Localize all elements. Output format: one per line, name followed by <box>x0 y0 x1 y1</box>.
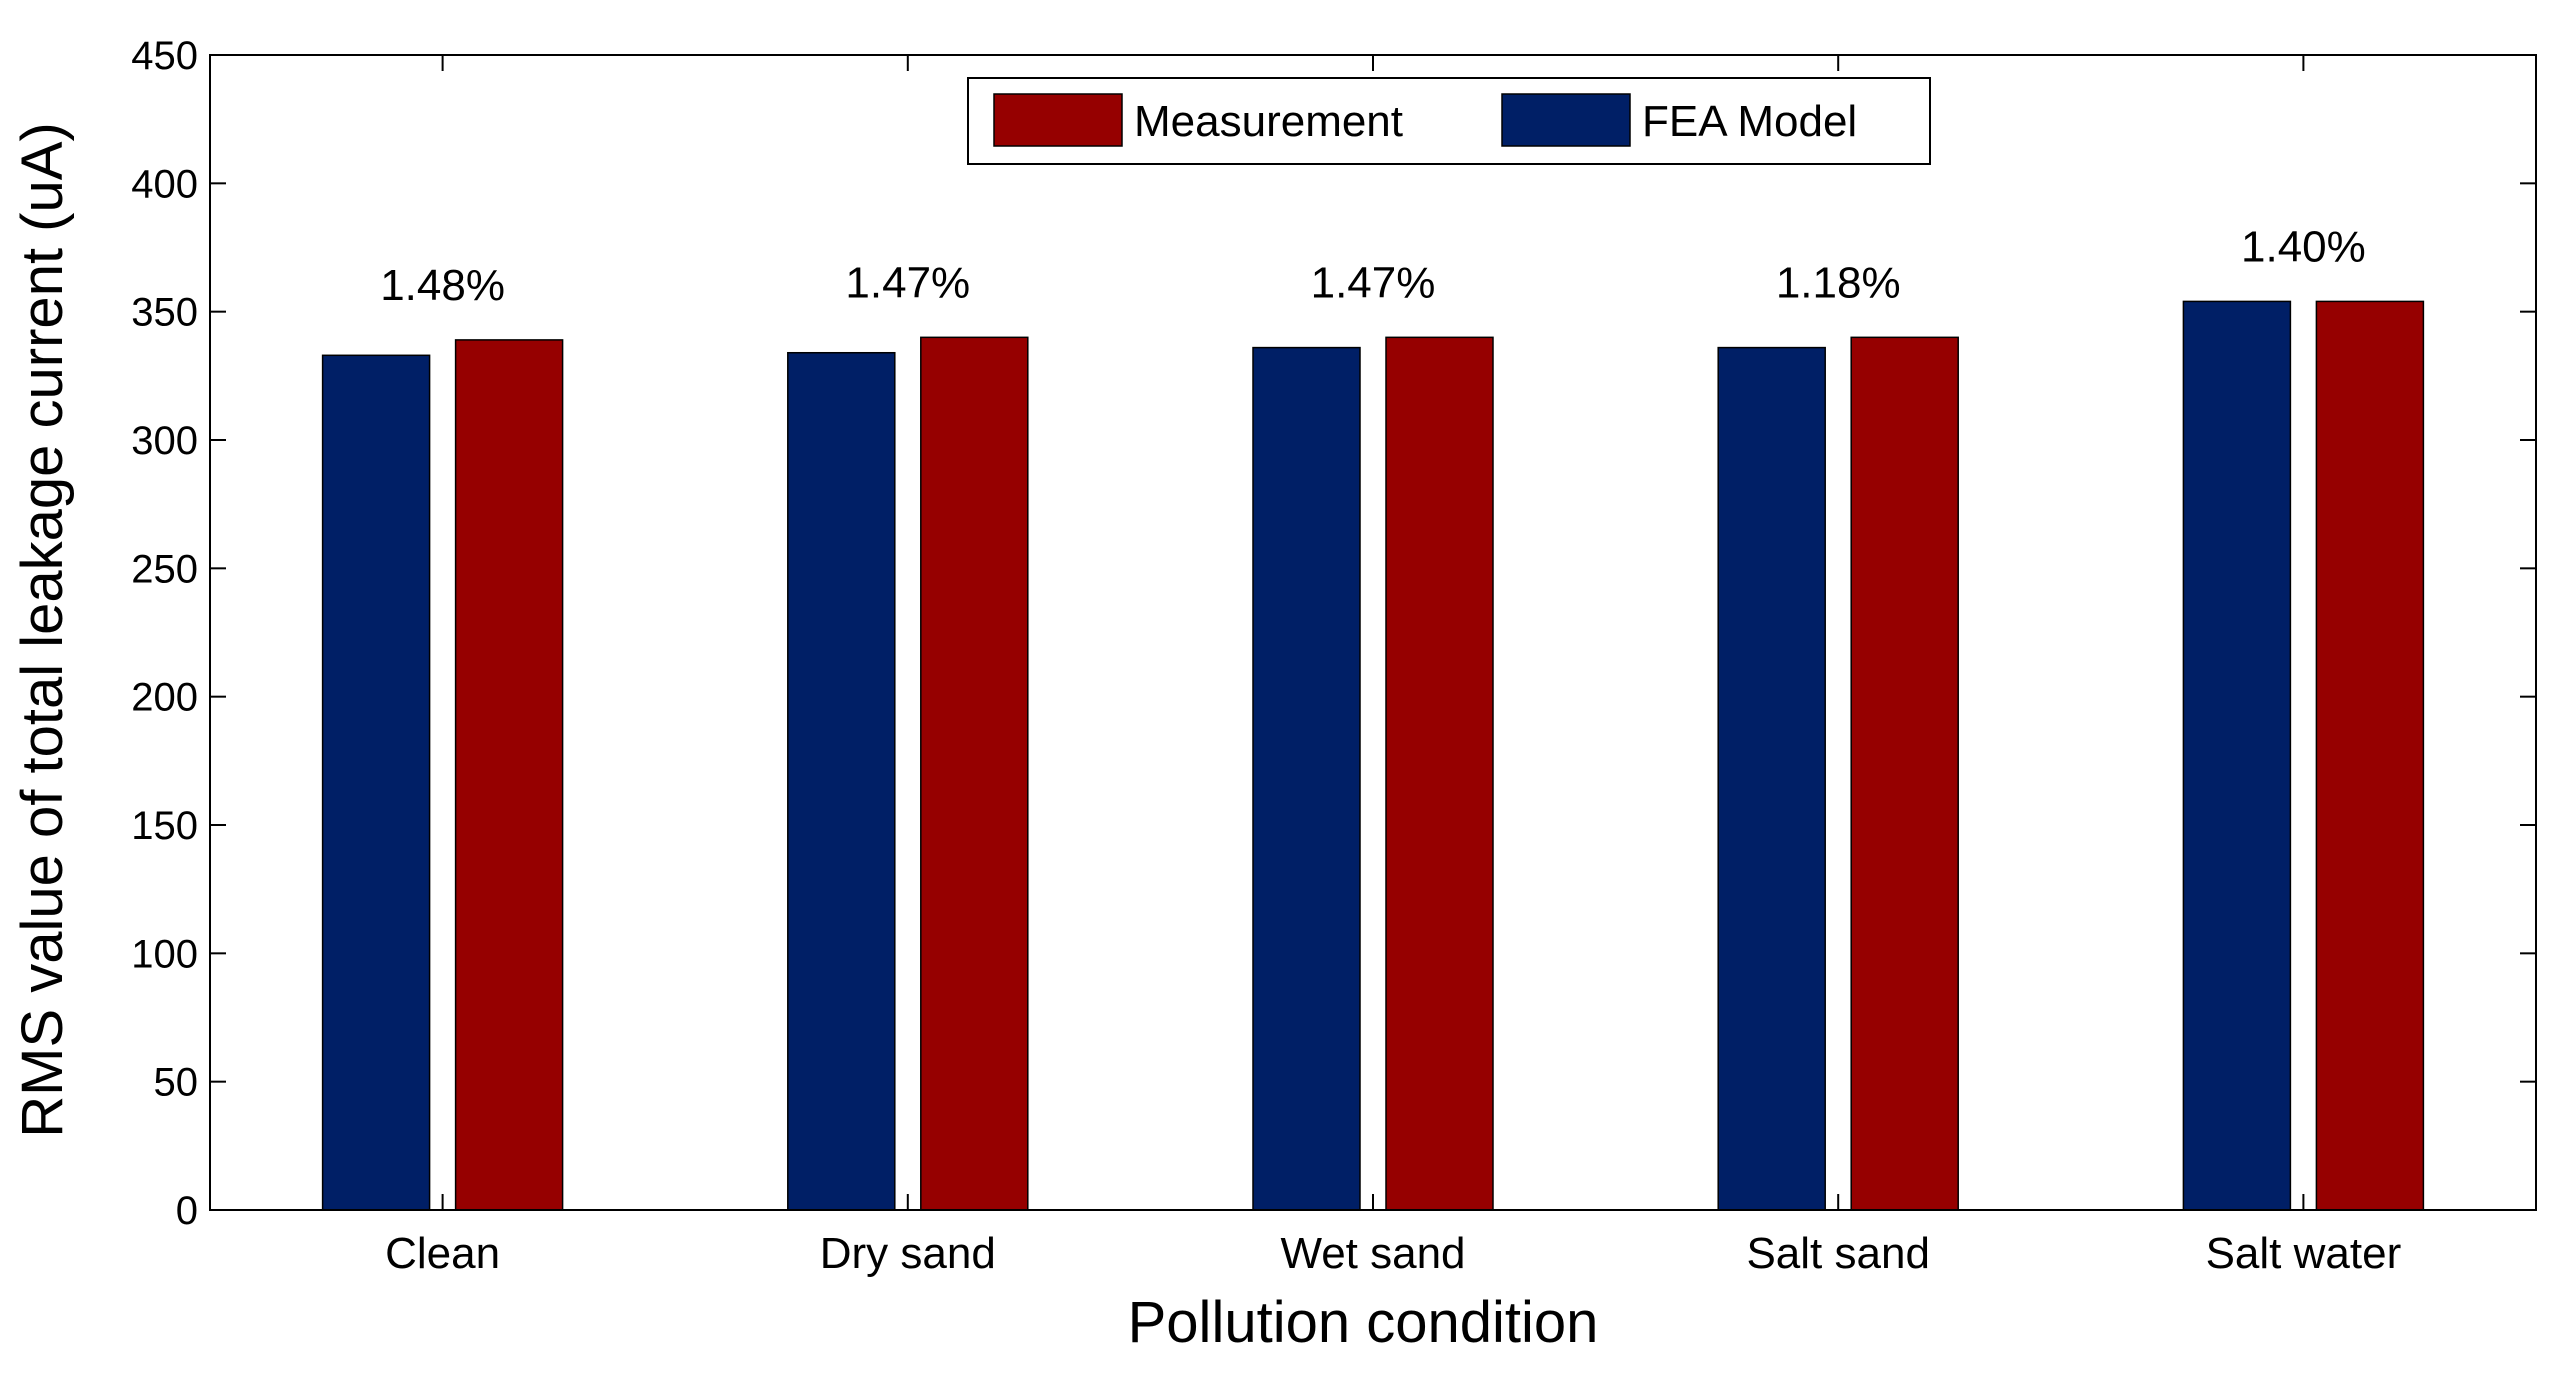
y-tick-label: 450 <box>131 34 198 78</box>
legend-swatch-fea-model <box>1501 93 1631 147</box>
y-tick-label: 300 <box>131 419 198 463</box>
y-tick-label: 100 <box>131 932 198 976</box>
bar-measurement <box>920 336 1029 1211</box>
bar-measurement <box>2315 300 2425 1211</box>
legend-swatch-measurement <box>993 93 1123 147</box>
percent-difference-label: 1.48% <box>380 261 505 310</box>
x-axis-title: Pollution condition <box>1128 1290 1599 1355</box>
y-axis: 0 50 100 150 200 250 300 350 400 450 <box>131 34 2536 1233</box>
x-category-label: Salt water <box>2206 1229 2402 1278</box>
legend-label-measurement: Measurement <box>1134 97 1403 146</box>
bar-fea-model <box>1252 346 1361 1211</box>
y-tick-label: 50 <box>154 1061 199 1105</box>
bar-measurement <box>454 339 564 1211</box>
bar-fea-model <box>2182 300 2292 1211</box>
y-tick-label: 400 <box>131 162 198 206</box>
x-category-label: Clean <box>385 1229 500 1278</box>
y-axis-title: RMS value of total leakage current (uA) <box>10 122 75 1137</box>
x-category-label: Salt sand <box>1746 1229 1929 1278</box>
percent-difference-label: 1.18% <box>1776 258 1901 307</box>
legend-box <box>967 77 1931 165</box>
bars-layer <box>321 300 2425 1211</box>
y-tick-label: 350 <box>131 291 198 335</box>
x-category-label: Dry sand <box>820 1229 996 1278</box>
y-tick-label: 0 <box>176 1189 198 1233</box>
percent-difference-label: 1.47% <box>845 258 970 307</box>
bar-measurement <box>1385 336 1494 1211</box>
legend: Measurement FEA Model <box>967 77 1931 165</box>
bar-measurement <box>1850 336 1959 1211</box>
x-category-label: Wet sand <box>1280 1229 1465 1278</box>
y-tick-label: 250 <box>131 547 198 591</box>
percent-difference-label: 1.47% <box>1311 258 1436 307</box>
bar-fea-model <box>787 351 896 1211</box>
legend-label-fea-model: FEA Model <box>1642 97 1857 146</box>
y-tick-label: 150 <box>131 804 198 848</box>
y-tick-label: 200 <box>131 676 198 720</box>
percent-difference-label: 1.40% <box>2241 222 2366 271</box>
bar-fea-model <box>321 354 431 1211</box>
bar-fea-model <box>1717 346 1826 1211</box>
x-axis: Clean Dry sand Wet sand Salt sand Salt water <box>385 55 2401 1278</box>
bar-annotations: 1.48% 1.47% 1.47% 1.18% 1.40% <box>380 222 2366 310</box>
